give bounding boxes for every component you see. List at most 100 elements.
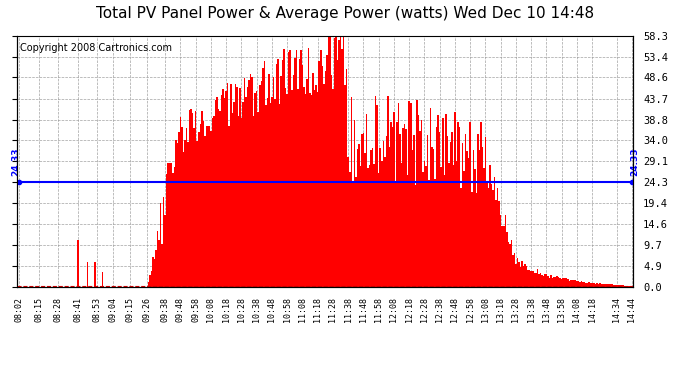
Bar (466, 152, 468, 287)
Bar (319, 62, 320, 287)
Bar (251, 77, 253, 287)
Bar (411, 150, 413, 287)
Bar (257, 112, 259, 287)
Bar (448, 162, 450, 287)
Bar (600, 284, 602, 287)
Bar (221, 95, 222, 287)
Bar (375, 96, 377, 287)
Bar (561, 279, 562, 287)
Bar (569, 280, 570, 287)
Bar (570, 280, 571, 287)
Bar (425, 166, 426, 287)
Bar (562, 278, 564, 287)
Bar (288, 52, 290, 287)
Text: Total PV Panel Power & Average Power (watts) Wed Dec 10 14:48: Total PV Panel Power & Average Power (wa… (96, 6, 594, 21)
Bar (462, 143, 464, 287)
Bar (500, 215, 502, 287)
Bar (149, 274, 150, 287)
Bar (388, 147, 390, 287)
Bar (614, 285, 616, 287)
Bar (585, 283, 587, 287)
Bar (442, 118, 444, 287)
Bar (344, 85, 346, 287)
Bar (408, 101, 410, 287)
Bar (593, 283, 595, 287)
Bar (181, 127, 183, 287)
Bar (329, 36, 331, 287)
Bar (482, 147, 483, 287)
Bar (522, 261, 523, 287)
Bar (348, 157, 349, 287)
Bar (602, 284, 604, 287)
Bar (509, 244, 511, 287)
Bar (625, 286, 627, 287)
Bar (280, 76, 282, 287)
Bar (150, 270, 152, 287)
Bar (464, 171, 465, 287)
Bar (195, 111, 197, 287)
Bar (346, 69, 348, 287)
Bar (380, 148, 381, 287)
Bar (515, 264, 517, 287)
Bar (401, 163, 402, 287)
Bar (571, 280, 573, 287)
Bar (328, 36, 329, 287)
Bar (207, 126, 208, 287)
Bar (407, 176, 408, 287)
Bar (382, 141, 384, 287)
Bar (343, 36, 344, 287)
Bar (274, 99, 276, 287)
Bar (580, 282, 581, 287)
Bar (415, 185, 416, 287)
Bar (537, 269, 538, 287)
Bar (451, 132, 453, 287)
Bar (364, 153, 366, 287)
Text: 24.33: 24.33 (11, 147, 20, 176)
Bar (524, 264, 526, 287)
Bar (204, 136, 206, 287)
Bar (351, 97, 352, 287)
Bar (604, 285, 605, 287)
Bar (477, 134, 479, 287)
Bar (187, 142, 189, 287)
Bar (154, 259, 155, 287)
Bar (172, 173, 174, 287)
Bar (262, 68, 264, 287)
Bar (227, 83, 228, 287)
Bar (469, 122, 471, 287)
Bar (242, 102, 244, 287)
Bar (291, 90, 293, 287)
Bar (397, 104, 400, 287)
Bar (436, 127, 437, 287)
Bar (622, 285, 624, 287)
Bar (589, 282, 590, 287)
Bar (166, 174, 168, 287)
Bar (439, 132, 440, 287)
Bar (402, 128, 404, 287)
Bar (359, 166, 361, 287)
Bar (203, 121, 204, 287)
Bar (384, 157, 386, 287)
Bar (324, 71, 326, 287)
Bar (201, 111, 203, 287)
Bar (417, 115, 419, 287)
Bar (491, 184, 493, 287)
Bar (226, 91, 227, 287)
Bar (428, 180, 430, 287)
Bar (616, 285, 618, 287)
Bar (435, 179, 436, 287)
Bar (419, 131, 421, 287)
Bar (523, 266, 524, 287)
Bar (459, 127, 460, 287)
Bar (613, 285, 614, 287)
Bar (170, 163, 172, 287)
Bar (450, 142, 451, 287)
Bar (460, 188, 462, 287)
Bar (573, 280, 575, 287)
Bar (433, 148, 435, 287)
Bar (247, 87, 248, 287)
Text: Copyright 2008 Cartronics.com: Copyright 2008 Cartronics.com (20, 43, 172, 53)
Bar (437, 115, 439, 287)
Bar (212, 118, 213, 287)
Bar (282, 60, 284, 287)
